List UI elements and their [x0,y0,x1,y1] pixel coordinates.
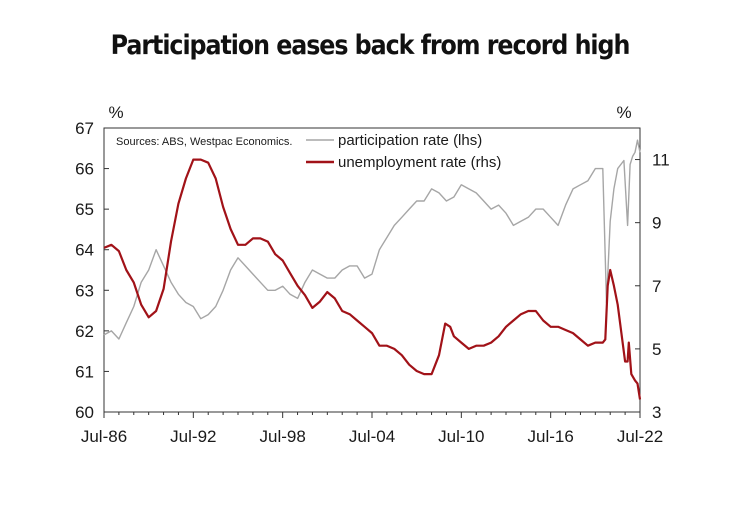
left-tick-label: 64 [75,241,94,260]
x-tick-label: Jul-98 [260,427,306,446]
x-tick-label: Jul-04 [349,427,395,446]
left-tick-label: 61 [75,362,94,381]
chart-title: Participation eases back from record hig… [110,30,631,61]
x-tick-label: Jul-16 [528,427,574,446]
unemployment-rate-line [103,158,642,400]
x-tick-label: Jul-86 [81,427,127,446]
left-tick-label: 63 [75,281,94,300]
legend-label: participation rate (lhs) [338,132,482,149]
x-tick-label: Jul-92 [170,427,216,446]
right-axis-unit: % [616,103,631,122]
right-tick-label: 11 [652,151,670,170]
left-tick-label: 62 [75,322,94,341]
right-tick-label: 9 [652,214,661,233]
left-axis-unit: % [108,103,123,122]
legend-label: unemployment rate (rhs) [338,154,501,171]
participation-rate-line [103,139,641,340]
left-tick-label: 60 [75,403,94,422]
left-tick-label: 66 [75,160,94,179]
source-note: Sources: ABS, Westpac Economics. [116,136,292,148]
x-tick-label: Jul-22 [617,427,663,446]
series-layer [103,139,642,400]
legend: participation rate (lhs) unemployment rat… [306,132,501,171]
left-tick-label: 65 [75,200,94,219]
right-tick-label: 3 [652,403,661,422]
axes-layer: 60 61 62 63 64 65 66 67 3 5 7 9 11 Jul-86 Jul-92 Jul-98… [75,103,670,446]
right-tick-label: 5 [652,340,661,359]
right-tick-label: 7 [652,277,661,296]
x-tick-label: Jul-10 [438,427,484,446]
left-tick-label: 67 [75,119,94,138]
